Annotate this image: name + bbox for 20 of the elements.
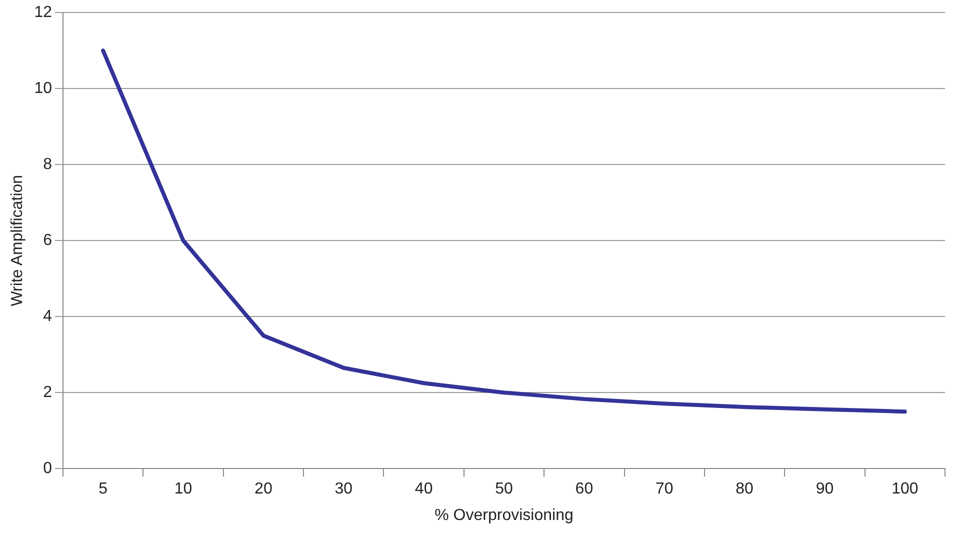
- x-tick-label: 90: [816, 480, 834, 498]
- y-tick-label: 12: [34, 4, 52, 22]
- x-tick-label: 10: [174, 480, 192, 498]
- x-tick-label: 100: [892, 480, 918, 498]
- x-tick-label: 30: [334, 480, 353, 498]
- y-tick-label: 10: [34, 80, 52, 98]
- x-tick-label: 5: [98, 480, 108, 498]
- x-tick-label: 20: [254, 480, 272, 498]
- y-tick-label: 0: [43, 460, 52, 478]
- x-tick-label: 50: [495, 480, 513, 498]
- y-tick-label: 4: [43, 308, 52, 326]
- y-axis-title: Write Amplification: [9, 174, 26, 306]
- x-tick-label: 80: [736, 480, 754, 498]
- y-tick-label: 2: [43, 384, 52, 402]
- y-tick-label: 8: [43, 156, 52, 174]
- x-tick-label: 40: [414, 480, 433, 498]
- y-tick-label: 6: [43, 232, 52, 250]
- x-tick-label: 60: [575, 480, 594, 498]
- x-axis-title: % Overprovisioning: [434, 506, 574, 524]
- x-tick-label: 70: [655, 480, 674, 498]
